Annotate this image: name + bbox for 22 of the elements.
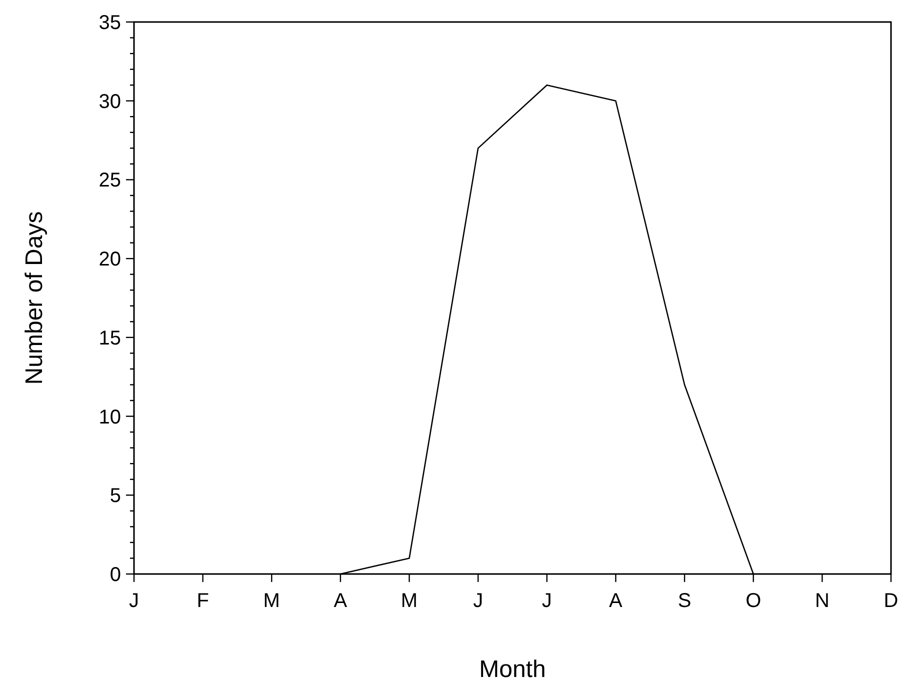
y-tick-label: 25 bbox=[98, 170, 121, 192]
y-axis-title: Number of Days bbox=[21, 211, 48, 385]
x-tick-label: N bbox=[814, 590, 830, 612]
x-tick-label: O bbox=[746, 590, 762, 612]
y-tick-label: 20 bbox=[98, 248, 121, 271]
x-tick-label: F bbox=[196, 590, 209, 612]
x-tick-label: M bbox=[263, 590, 280, 612]
y-tick-label: 0 bbox=[110, 564, 121, 586]
y-tick-label: 30 bbox=[98, 90, 121, 113]
y-tick-label: 15 bbox=[98, 327, 121, 350]
y-tick-label: 5 bbox=[110, 485, 121, 508]
x-tick-label: J bbox=[542, 590, 552, 612]
x-tick-label: D bbox=[884, 590, 898, 612]
x-tick-label: M bbox=[400, 590, 418, 612]
x-tick-label: J bbox=[129, 590, 139, 612]
x-tick-label: J bbox=[473, 590, 484, 612]
x-axis-title: Month bbox=[479, 656, 546, 683]
x-tick-label: A bbox=[334, 590, 348, 612]
x-tick-label: S bbox=[678, 590, 692, 612]
x-tick-label: A bbox=[609, 590, 624, 612]
y-tick-label: 35 bbox=[98, 12, 121, 34]
y-tick-label: 10 bbox=[98, 406, 121, 428]
